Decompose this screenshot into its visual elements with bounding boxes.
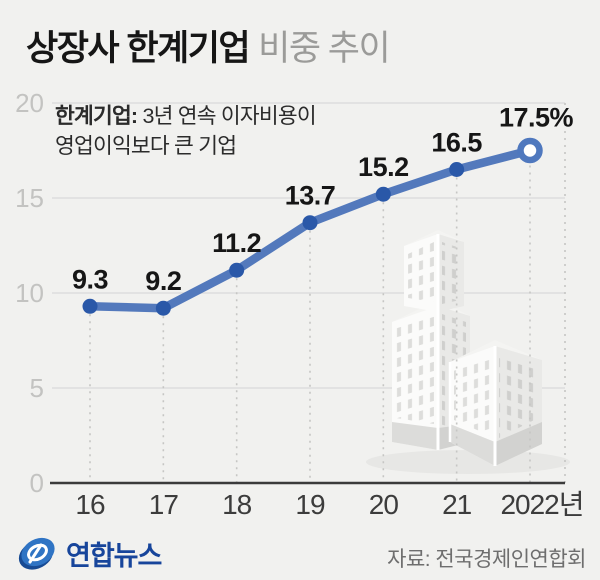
- data-point-21: [449, 162, 465, 177]
- ytick-15: 15: [15, 183, 44, 213]
- buildings-shadow: [366, 450, 570, 474]
- buildings-illustration: [366, 230, 570, 474]
- definition-text1: 3년 연속 이자비용이: [137, 104, 316, 128]
- xtick-20: 20: [369, 489, 399, 520]
- value-label-2022년: 17.5%: [499, 103, 574, 133]
- definition-line1: 한계기업: 3년 연속 이자비용이: [55, 101, 317, 131]
- xtick-17: 17: [149, 489, 179, 520]
- yonhap-logo-icon: [18, 537, 55, 570]
- tower-left: [392, 230, 470, 450]
- xtick-2022년: 2022년: [500, 489, 583, 520]
- value-label-20: 15.2: [358, 152, 409, 182]
- data-point-19: [302, 215, 318, 231]
- xtick-21: 21: [442, 489, 472, 520]
- title-subtitle: 비중 추이: [258, 29, 391, 68]
- axis-and-droplines: [50, 103, 566, 485]
- source-credit: 자료: 전국경제인연합회: [387, 548, 586, 571]
- definition-note: 한계기업: 3년 연속 이자비용이 영업이익보다 큰 기업: [55, 101, 317, 161]
- title-emphasis: 상장사 한계기업: [26, 29, 251, 68]
- value-label-16: 9.3: [72, 264, 109, 294]
- yonhap-logo: 연합뉴스: [16, 531, 162, 575]
- xtick-19: 19: [295, 489, 325, 520]
- ytick-5: 5: [30, 373, 44, 403]
- ytick-10: 10: [15, 278, 44, 308]
- tower-right: [448, 340, 542, 466]
- data-point-17: [155, 300, 171, 316]
- data-point-20: [375, 186, 391, 202]
- value-label-21: 16.5: [431, 128, 482, 158]
- ytick-20: 20: [15, 88, 44, 118]
- definition-line2: 영업이익보다 큰 기업: [55, 134, 237, 158]
- xtick-16: 16: [75, 489, 105, 520]
- value-label-17: 9.2: [145, 266, 181, 296]
- yonhap-logo-text: 연합뉴스: [66, 540, 162, 571]
- page-title: 상장사 한계기업 비중 추이: [26, 20, 391, 71]
- data-series: [82, 137, 543, 316]
- value-label-18: 11.2: [212, 228, 261, 258]
- definition-term: 한계기업:: [55, 104, 138, 128]
- data-point-16: [82, 298, 98, 314]
- chart-labels: 9.3 9.2 11.2 13.7 15.2 16.5 17.5% 16 17 18 19 20 21 2…: [72, 103, 585, 521]
- data-point-2022년: [517, 137, 543, 164]
- value-label-19: 13.7: [285, 181, 336, 211]
- data-point-18: [229, 262, 245, 278]
- ytick-0: 0: [30, 468, 44, 498]
- xtick-18: 18: [222, 489, 252, 520]
